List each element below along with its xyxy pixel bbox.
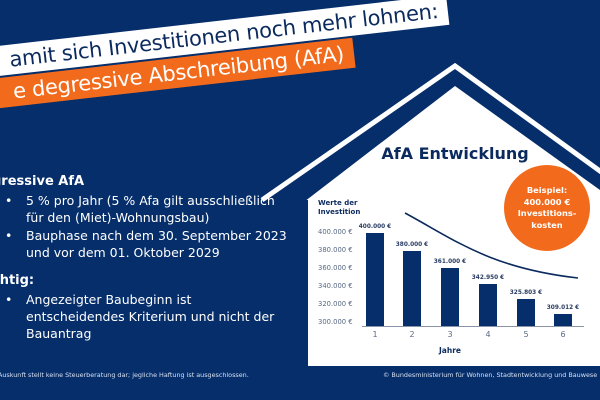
badge-line: 400.000 € — [523, 196, 571, 207]
bullet-list-degressive: 5 % pro Jahr (5 % Afa gilt ausschließlic… — [0, 192, 292, 261]
y-tick: 380.000 € — [318, 246, 353, 254]
y-tick: 400.000 € — [318, 228, 353, 236]
y-tick: 320.000 € — [318, 300, 353, 308]
bullet-item: Angezeigter Baubeginn ist entscheidendes… — [5, 291, 292, 342]
x-tick: 5 — [523, 330, 529, 339]
disclaimer-text: Auskunft stellt keine Steuerberatung dar… — [0, 371, 249, 379]
left-panel: gressive AfA 5 % pro Jahr (5 % Afa gilt … — [0, 174, 292, 354]
section-title-degressive-afa: gressive AfA — [0, 174, 85, 189]
x-axis-title: Jahre — [439, 346, 461, 355]
bar — [441, 267, 459, 326]
bar-value-label: 342.950 € — [471, 274, 505, 281]
bar — [403, 250, 421, 326]
section-title-wichtig: chtig: — [0, 273, 35, 288]
y-tick: 360.000 € — [318, 264, 353, 272]
x-tick: 6 — [560, 330, 566, 339]
chart-title: AfA Entwicklung — [381, 144, 529, 163]
example-badge: Beispiel: 400.000 € Investitions- kosten — [504, 165, 590, 251]
bar-value-label: 400.000 € — [358, 224, 392, 230]
bar — [554, 313, 572, 326]
y-tick: 300.000 € — [318, 318, 353, 326]
bar-value-label: 325.803 € — [509, 290, 543, 297]
x-tick: 1 — [372, 330, 378, 339]
y-axis-title: Werte der Investition — [318, 199, 361, 216]
bar — [517, 299, 535, 326]
bar — [479, 283, 497, 326]
y-tick: 340.000 € — [318, 282, 353, 290]
x-axis-line — [362, 326, 584, 327]
bullet-item: Bauphase nach dem 30. September 2023 und… — [5, 227, 292, 261]
x-tick: 2 — [409, 330, 415, 339]
bar — [366, 233, 384, 326]
x-tick: 4 — [485, 330, 491, 339]
bar-value-label: 361.000 € — [433, 258, 467, 265]
badge-line: Beispiel: — [526, 185, 568, 195]
copyright-text: © Bundesministerium für Wohnen, Stadtent… — [383, 371, 598, 379]
badge-line: kosten — [531, 219, 563, 230]
bar-value-label: 309.012 € — [546, 304, 580, 311]
bullet-item: 5 % pro Jahr (5 % Afa gilt ausschließlic… — [5, 192, 292, 226]
bar-value-label: 380.000 € — [395, 241, 429, 248]
bullet-list-wichtig: Angezeigter Baubeginn ist entscheidendes… — [0, 291, 292, 342]
x-tick: 3 — [447, 330, 453, 339]
badge-line: Investitions- — [517, 208, 577, 218]
